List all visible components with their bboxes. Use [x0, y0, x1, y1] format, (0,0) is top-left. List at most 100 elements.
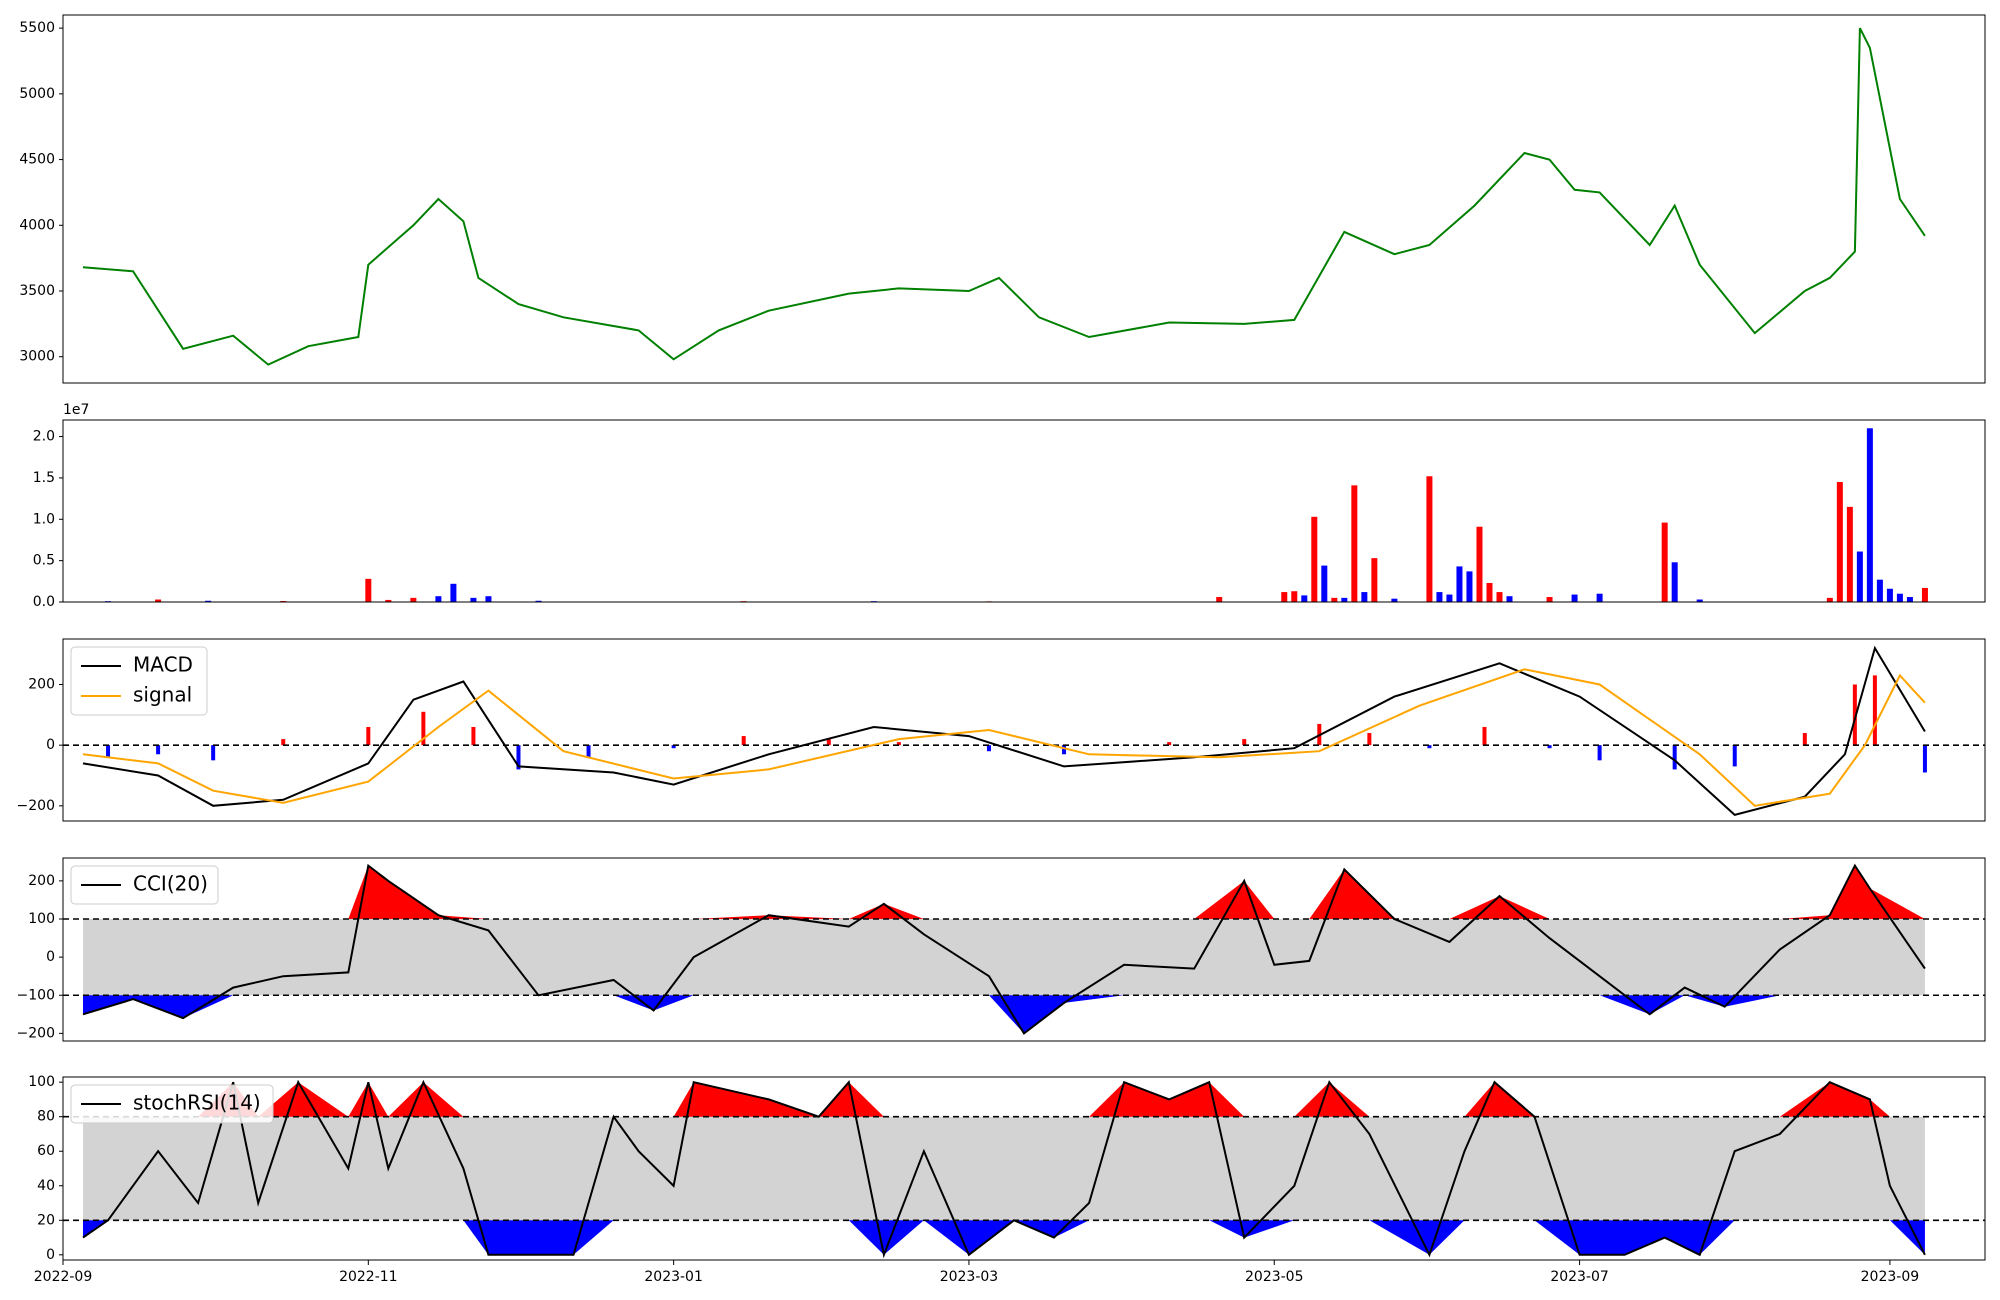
y-tick-label: 100: [28, 1074, 55, 1090]
legend-box: [70, 865, 219, 905]
macd-hist-bar: [421, 711, 426, 746]
legend-box: [70, 646, 208, 716]
macd-hist-bar: [211, 745, 216, 761]
volume-bar: [1836, 482, 1843, 602]
oversold-fill: [83, 995, 1925, 1034]
oversold-fill: [83, 1220, 1925, 1255]
volume-bar: [1466, 571, 1473, 602]
x-tick-label: 2023-03: [940, 1269, 999, 1285]
macd-hist-bar: [516, 745, 521, 770]
volume-bar: [1351, 485, 1358, 602]
macd-hist-bar: [366, 726, 371, 746]
volume-bar: [365, 578, 372, 602]
volume-bar: [1546, 597, 1553, 602]
macd-hist-bar: [1672, 745, 1677, 770]
overbought-fill: [83, 1082, 1925, 1117]
series-signal: [82, 668, 1926, 807]
volume-bar: [535, 600, 542, 602]
volume-bar: [1906, 597, 1913, 602]
y-tick-label: −200: [17, 1025, 55, 1041]
price-line: [82, 27, 1926, 366]
volume-bar: [1696, 599, 1703, 602]
volume-bar: [1896, 593, 1903, 602]
volume-bar: [1886, 588, 1893, 602]
y-tick-label: −200: [17, 798, 55, 814]
volume-bar: [1331, 597, 1338, 602]
panel-volume: 0.0 0.5 1.0 1.5 2.0 1e7: [33, 402, 1986, 610]
volume-bar: [470, 597, 477, 602]
macd-hist-bar: [1872, 675, 1877, 746]
volume-bar: [1391, 598, 1398, 602]
volume-bar: [155, 599, 162, 602]
volume-bar: [1921, 587, 1928, 602]
y-multiplier: 1e7: [63, 402, 89, 418]
macd-hist-bar: [1802, 733, 1807, 746]
volume-bar: [1341, 597, 1348, 602]
macd-hist-bar: [1547, 745, 1552, 749]
y-tick-label: 200: [28, 873, 55, 889]
panel-cci: −200 −100 0 100 200 CCI(20): [17, 857, 1986, 1042]
volume-bar: [385, 599, 392, 602]
volume-bar: [1486, 582, 1493, 602]
volume-bar: [410, 597, 417, 602]
volume-bar: [1571, 594, 1578, 602]
volume-bar: [205, 600, 212, 602]
volume-bar: [1321, 565, 1328, 602]
volume-bar: [1426, 476, 1433, 602]
volume-bar: [1876, 579, 1883, 602]
macd-hist-bar: [1922, 745, 1927, 773]
y-tick-label: 0.5: [33, 553, 55, 569]
volume-bar: [1371, 558, 1378, 602]
macd-hist-bar: [1852, 684, 1857, 746]
macd-hist-bar: [1167, 742, 1172, 746]
y-tick-label: 4500: [19, 152, 55, 168]
y-tick-label: 0: [46, 949, 55, 965]
y-tick-label: 20: [37, 1212, 55, 1228]
panel-frame: [62, 419, 1986, 603]
y-tick-label: 200: [28, 677, 55, 693]
x-tick-label: 2023-01: [644, 1269, 703, 1285]
macd-hist-bar: [471, 726, 476, 746]
macd-hist-bar: [896, 742, 901, 746]
macd-hist-bar: [1242, 739, 1247, 746]
x-tick-label: 2023-05: [1245, 1269, 1304, 1285]
y-tick-label: 0.0: [33, 594, 55, 610]
y-tick-label: 3000: [19, 349, 55, 365]
x-tick-label: 2023-09: [1861, 1269, 1920, 1285]
neutral-band: [83, 919, 1925, 996]
volume-bar: [1436, 592, 1443, 602]
volume-bar: [1506, 596, 1513, 602]
volume-bar: [1856, 551, 1863, 602]
y-tick-label: 40: [37, 1178, 55, 1194]
macd-hist-bar: [986, 745, 991, 752]
volume-bar: [1311, 516, 1318, 602]
macd-hist-bar: [826, 739, 831, 746]
y-tick-label: 60: [37, 1143, 55, 1159]
neutral-band: [83, 1116, 1925, 1221]
macd-hist-bar: [741, 736, 746, 746]
series-stochrsi: [82, 1079, 1926, 1259]
y-tick-label: 80: [37, 1109, 55, 1125]
y-tick-label: −100: [17, 987, 55, 1003]
y-tick-label: 1.0: [33, 511, 55, 527]
macd-hist-bar: [586, 745, 591, 758]
macd-hist-bar: [156, 745, 161, 755]
macd-hist-bar: [1367, 733, 1372, 746]
macd-hist-bar: [1732, 745, 1737, 767]
panel-frame: [62, 1076, 1986, 1261]
macd-hist-bar: [1482, 726, 1487, 746]
volume-bar: [1456, 566, 1463, 602]
volume-bar: [1661, 522, 1668, 602]
volume-bar: [1301, 595, 1308, 602]
volume-bar: [1866, 428, 1873, 602]
macd-hist-bar: [1062, 745, 1067, 755]
y-tick-label: 0: [46, 737, 55, 753]
panel-price: 3000 3500 4000 4500 5000 5500: [19, 14, 1986, 384]
volume-bar: [1496, 592, 1503, 602]
volume-bar: [1216, 597, 1223, 602]
panel-macd: −200 0 200 MACD signal: [17, 638, 1986, 822]
y-tick-label: 2.0: [33, 429, 55, 445]
panel-stochrsi: 0 20 40 60 80 100 stochRSI(14): [28, 1074, 1986, 1263]
series-cci: [82, 863, 1926, 1035]
